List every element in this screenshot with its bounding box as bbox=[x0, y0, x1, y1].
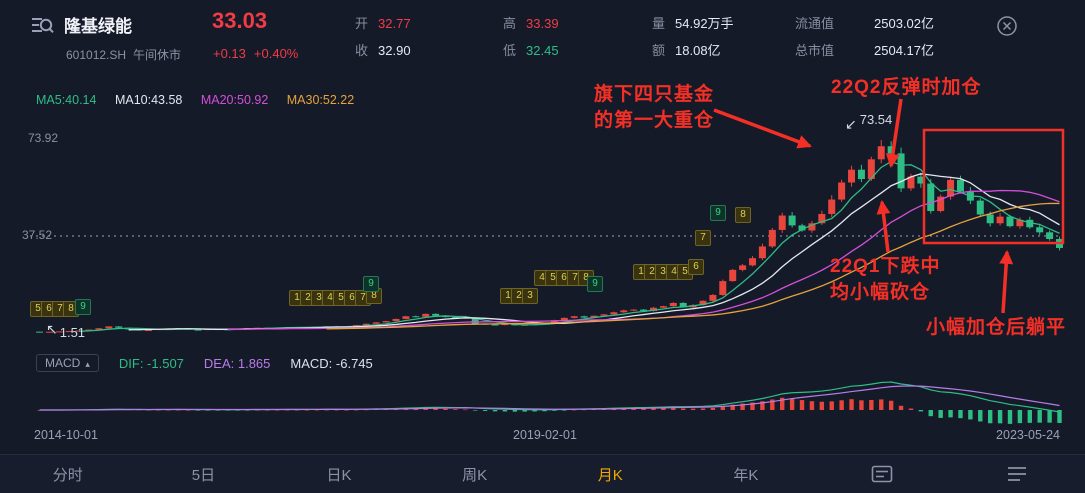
price-change: +0.13 +0.40% bbox=[213, 46, 306, 61]
stock-subline: 601012.SH 午间休市 bbox=[66, 46, 188, 63]
amount-value: 18.08亿 bbox=[675, 43, 721, 58]
annotation-q2-add: 22Q2反弹时加仓 bbox=[831, 77, 982, 98]
open-label: 开 bbox=[355, 16, 369, 31]
event-marker-badge[interactable]: 7 bbox=[695, 230, 711, 246]
x-axis-date-start: 2014-10-01 bbox=[34, 428, 98, 442]
down-left-arrow-icon: ↙ bbox=[845, 116, 857, 132]
event-marker-badge[interactable]: 9 bbox=[710, 205, 726, 221]
volume-label: 量 bbox=[652, 16, 666, 31]
market-cap-value: 2504.17亿 bbox=[874, 43, 935, 58]
stock-name: 隆基绿能 bbox=[64, 17, 132, 36]
close-button[interactable] bbox=[996, 15, 1018, 40]
macd-value: MACD: -6.745 bbox=[290, 355, 373, 371]
triangle-up-icon: ▴ bbox=[85, 359, 90, 369]
event-marker-badge[interactable]: 9 bbox=[363, 276, 379, 292]
trough-price-text: 1.51 bbox=[59, 325, 86, 340]
dif-value: DIF: -1.507 bbox=[118, 355, 184, 371]
event-marker-badge[interactable]: 3 bbox=[522, 288, 538, 304]
amount-label: 额 bbox=[652, 43, 666, 58]
ma5-label: MA5:40.14 bbox=[36, 93, 97, 107]
annotation-lie-flat: 小幅加仓后躺平 bbox=[926, 317, 1067, 338]
open-value: 32.77 bbox=[378, 16, 411, 31]
macd-label: MACD bbox=[45, 356, 81, 370]
current-price: 33.03 bbox=[212, 8, 268, 33]
quote-market-cap: 流通值 2503.02亿 总市值 2504.17亿 bbox=[795, 10, 934, 64]
event-marker-badge[interactable]: 9 bbox=[587, 276, 603, 292]
ma30-label: MA30:52.22 bbox=[286, 93, 355, 107]
tab-time-sharing[interactable]: 分时 bbox=[52, 466, 83, 484]
stock-code: 601012.SH bbox=[66, 48, 127, 62]
ma10-label: MA10:43.58 bbox=[114, 93, 183, 107]
x-axis-date-mid: 2019-02-01 bbox=[513, 428, 577, 442]
event-marker-badge[interactable]: 9 bbox=[75, 299, 91, 315]
indicator-list-icon[interactable] bbox=[949, 464, 1085, 484]
event-marker-badge[interactable]: 6 bbox=[688, 259, 704, 275]
up-left-arrow-icon: ↖ bbox=[46, 321, 58, 337]
high-value: 33.39 bbox=[526, 16, 559, 31]
low-value: 32.45 bbox=[526, 43, 559, 58]
annotation-q1-cut: 22Q1下跌中 均小幅砍仓 bbox=[830, 256, 941, 303]
tab-weekly-k[interactable]: 周K bbox=[462, 466, 488, 484]
tab-5day[interactable]: 5日 bbox=[191, 466, 216, 484]
change-percent: +0.40% bbox=[253, 46, 299, 61]
period-tab-bar: 分时 5日 日K 周K 月K 年K bbox=[0, 454, 1085, 493]
tab-monthly-k[interactable]: 月K bbox=[597, 466, 623, 484]
macd-dea-line bbox=[39, 385, 1060, 411]
ma-indicator-row: MA5:40.14 MA10:43.58 MA20:50.92 MA30:52.… bbox=[36, 93, 369, 107]
float-cap-label: 流通值 bbox=[795, 16, 835, 31]
volume-value: 54.92万手 bbox=[675, 16, 734, 31]
app-logo-icon bbox=[30, 15, 54, 42]
market-cap-label: 总市值 bbox=[795, 43, 835, 58]
ma20-label: MA20:50.92 bbox=[200, 93, 269, 107]
trough-price-marker: ↖ 1.51 bbox=[46, 321, 86, 341]
macd-readout-row: MACD ▴ DIF: -1.507 DEA: 1.865 MACD: -6.74… bbox=[36, 354, 373, 372]
quote-open-close: 开 32.77 收 32.90 bbox=[355, 10, 411, 64]
macd-indicator-selector[interactable]: MACD ▴ bbox=[36, 354, 99, 372]
event-marker-badge[interactable]: 8 bbox=[735, 207, 751, 223]
change-value: +0.13 bbox=[213, 46, 246, 61]
x-axis-date-end: 2023-05-24 bbox=[996, 428, 1060, 442]
annotation-fund-holding: 旗下四只基金 的第一大重仓 bbox=[594, 84, 715, 131]
dea-value: DEA: 1.865 bbox=[203, 355, 271, 371]
high-label: 高 bbox=[503, 16, 517, 31]
peak-price-marker: ↙ 73.54 bbox=[845, 111, 893, 132]
low-label: 低 bbox=[503, 43, 517, 58]
float-cap-value: 2503.02亿 bbox=[874, 16, 935, 31]
quote-high-low: 高 33.39 低 32.45 bbox=[503, 10, 559, 64]
close-value: 32.90 bbox=[378, 43, 411, 58]
chart-settings-icon[interactable] bbox=[814, 464, 950, 484]
market-status: 午间休市 bbox=[133, 48, 182, 62]
peak-price-text: 73.54 bbox=[859, 112, 893, 127]
close-label: 收 bbox=[355, 43, 369, 58]
tab-yearly-k[interactable]: 年K bbox=[733, 466, 759, 484]
y-axis-mid-label: 37.52 bbox=[22, 228, 53, 242]
quote-volume-amount: 量 54.92万手 额 18.08亿 bbox=[652, 10, 734, 64]
tab-daily-k[interactable]: 日K bbox=[326, 466, 352, 484]
y-axis-upper-label: 73.92 bbox=[28, 131, 59, 145]
